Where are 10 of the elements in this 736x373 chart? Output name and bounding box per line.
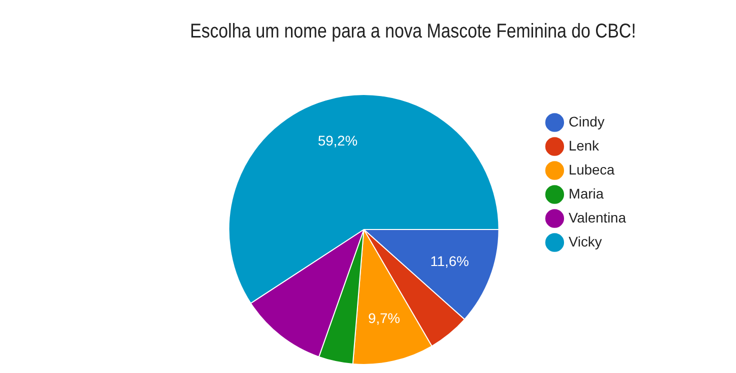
data-label: 9,7% <box>368 310 400 326</box>
legend-label: Cindy <box>568 113 604 130</box>
legend-label: Vicky <box>568 233 602 250</box>
data-label: 11,6% <box>430 253 469 270</box>
data-label: 59,2% <box>318 132 358 148</box>
legend-label: Lenk <box>568 137 600 154</box>
legend-label: Valentina <box>568 209 626 226</box>
chart-title: Escolha um nome para a nova Mascote Feminina do CBC! <box>190 19 636 42</box>
legend-label: Lubeca <box>568 161 615 178</box>
legend-label: Maria <box>568 185 604 202</box>
